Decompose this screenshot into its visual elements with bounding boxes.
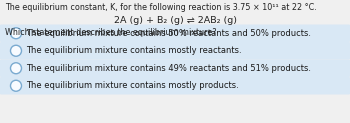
Circle shape xyxy=(10,80,21,91)
Text: The equilibrium constant, K, for the following reaction is 3.75 × 10¹¹ at 22 °C.: The equilibrium constant, K, for the fol… xyxy=(5,3,317,12)
Text: The equilibrium mixture contains 49% reactants and 51% products.: The equilibrium mixture contains 49% rea… xyxy=(26,64,311,73)
FancyBboxPatch shape xyxy=(0,60,350,77)
Text: The equilibrium mixture contains mostly reactants.: The equilibrium mixture contains mostly … xyxy=(26,46,242,55)
FancyBboxPatch shape xyxy=(0,77,350,94)
FancyBboxPatch shape xyxy=(0,24,350,42)
FancyBboxPatch shape xyxy=(0,0,350,68)
Text: 2A (g) + B₂ (g) ⇌ 2AB₂ (g): 2A (g) + B₂ (g) ⇌ 2AB₂ (g) xyxy=(113,16,237,25)
Text: The equilibrium mixture contains mostly products.: The equilibrium mixture contains mostly … xyxy=(26,81,239,90)
Circle shape xyxy=(10,28,21,39)
Text: The equilibrium mixture contains 50% reactants and 50% products.: The equilibrium mixture contains 50% rea… xyxy=(26,29,311,38)
Text: Which statement describes the equilibrium mixture?: Which statement describes the equilibriu… xyxy=(5,28,217,37)
Circle shape xyxy=(10,63,21,74)
FancyBboxPatch shape xyxy=(0,42,350,60)
Circle shape xyxy=(10,45,21,56)
